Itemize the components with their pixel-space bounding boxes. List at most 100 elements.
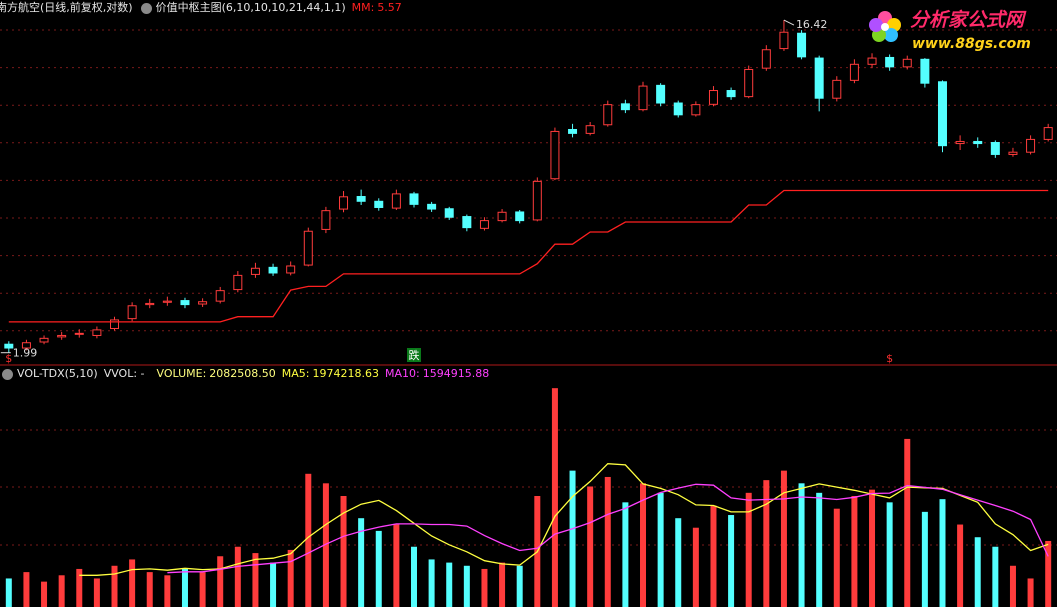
volume-header: VOL-TDX(5,10) VVOL: - VOLUME: 2082508.50… <box>0 366 495 382</box>
candle-body <box>462 216 472 229</box>
candle-body <box>550 130 560 180</box>
volume-bar <box>322 483 329 607</box>
candle-body <box>339 196 349 210</box>
candle-body <box>1008 151 1018 155</box>
signal-label: 跌 <box>408 348 419 362</box>
candle-body <box>427 203 437 210</box>
candle-body <box>250 267 260 275</box>
volume-bar <box>1027 578 1034 607</box>
volume-bar <box>657 492 664 607</box>
volume-bar <box>798 483 805 607</box>
candle-body <box>110 319 120 330</box>
volume-bar <box>41 581 48 607</box>
candle-body <box>761 49 771 69</box>
volume-bar <box>921 511 928 607</box>
legend-value: 5.57 <box>377 1 402 14</box>
chart-title: 南方航空(日线,前复权,对数) <box>0 1 133 14</box>
signal: 跌 <box>406 348 421 362</box>
candle-body <box>568 128 578 134</box>
volume-bar <box>780 470 787 607</box>
volume-bar <box>640 483 647 607</box>
candle-body <box>515 211 525 222</box>
volume-bar <box>851 496 858 607</box>
candle-body <box>797 32 807 58</box>
volume-bar <box>957 524 964 607</box>
candle-body <box>656 84 666 104</box>
candle-body <box>145 302 155 306</box>
candle-body <box>268 266 278 274</box>
candle-body <box>233 274 243 291</box>
main-header: 南方航空(日线,前复权,对数) 价值中枢主图(6,10,10,10,21,44,… <box>0 0 408 16</box>
legend-value: 2082508.50 <box>209 367 276 380</box>
volume-bar <box>111 565 118 607</box>
volume-bar <box>23 572 30 607</box>
logo-petal <box>869 18 883 32</box>
volume-bar <box>340 496 347 607</box>
watermark-url: www.88gs.com <box>912 36 1031 52</box>
candle-body <box>321 210 331 230</box>
volume-bar <box>499 562 506 607</box>
candle-body <box>162 300 172 303</box>
candle-body <box>620 103 630 111</box>
volume-bar <box>164 575 171 607</box>
candle-body <box>779 31 789 50</box>
menu-icon[interactable] <box>2 368 13 380</box>
volume-bar <box>181 568 188 607</box>
volume-bar <box>129 559 136 607</box>
candle-body <box>973 140 983 145</box>
volume-bar <box>252 553 259 607</box>
candle-body <box>286 265 296 274</box>
volume-bar <box>604 476 611 607</box>
candle-body <box>867 57 877 65</box>
max-label: 16.42 <box>796 18 828 31</box>
signal: $ <box>5 352 12 365</box>
logo-center <box>881 23 889 31</box>
candle-body <box>74 332 84 335</box>
volume-bar <box>463 565 470 607</box>
candle-body <box>198 301 208 305</box>
volume-bar <box>816 492 823 607</box>
menu-icon[interactable] <box>140 2 152 14</box>
volume-bar <box>974 537 981 607</box>
candle-body <box>409 193 419 205</box>
volume-bar <box>551 388 558 607</box>
volume-bar <box>763 480 770 607</box>
signal-label: $ <box>5 352 12 365</box>
legend-value: 1594915.88 <box>422 367 490 380</box>
volume-bar <box>833 508 840 607</box>
volume-note: VVOL: - <box>103 367 145 380</box>
candle-body <box>585 125 595 134</box>
volume-bar <box>146 572 153 607</box>
volume-bar <box>305 473 312 607</box>
candle-body <box>4 343 14 349</box>
volume-bar <box>5 578 12 607</box>
legend-value: 1974218.63 <box>312 367 379 380</box>
candle-body <box>303 230 313 266</box>
candle-body <box>21 342 31 349</box>
candle-body <box>902 58 912 68</box>
volume-bar <box>234 546 241 607</box>
volume-bar <box>358 518 365 607</box>
indicator-name: 价值中枢主图(6,10,10,10,21,44,1,1) <box>155 1 346 14</box>
volume-bar <box>1009 565 1016 607</box>
logo-petal <box>884 28 898 42</box>
candle-body <box>638 85 648 111</box>
volume-bar <box>375 530 382 607</box>
volume-bar <box>58 575 65 607</box>
legend-label: MM: <box>351 1 375 14</box>
candle-body <box>990 142 1000 155</box>
candle-body <box>691 104 701 116</box>
volume-bar <box>992 546 999 607</box>
signal: $ <box>886 352 893 365</box>
ma-line <box>79 463 1049 576</box>
max-pointer <box>783 19 795 26</box>
min-label: 1.99 <box>13 347 38 360</box>
candle-body <box>391 193 401 209</box>
volume-bar <box>393 524 400 607</box>
volume-bar <box>1045 540 1052 607</box>
candle-body <box>215 290 225 302</box>
volume-bar <box>287 549 294 607</box>
volume-bar <box>93 578 100 607</box>
candle-body <box>937 81 947 147</box>
